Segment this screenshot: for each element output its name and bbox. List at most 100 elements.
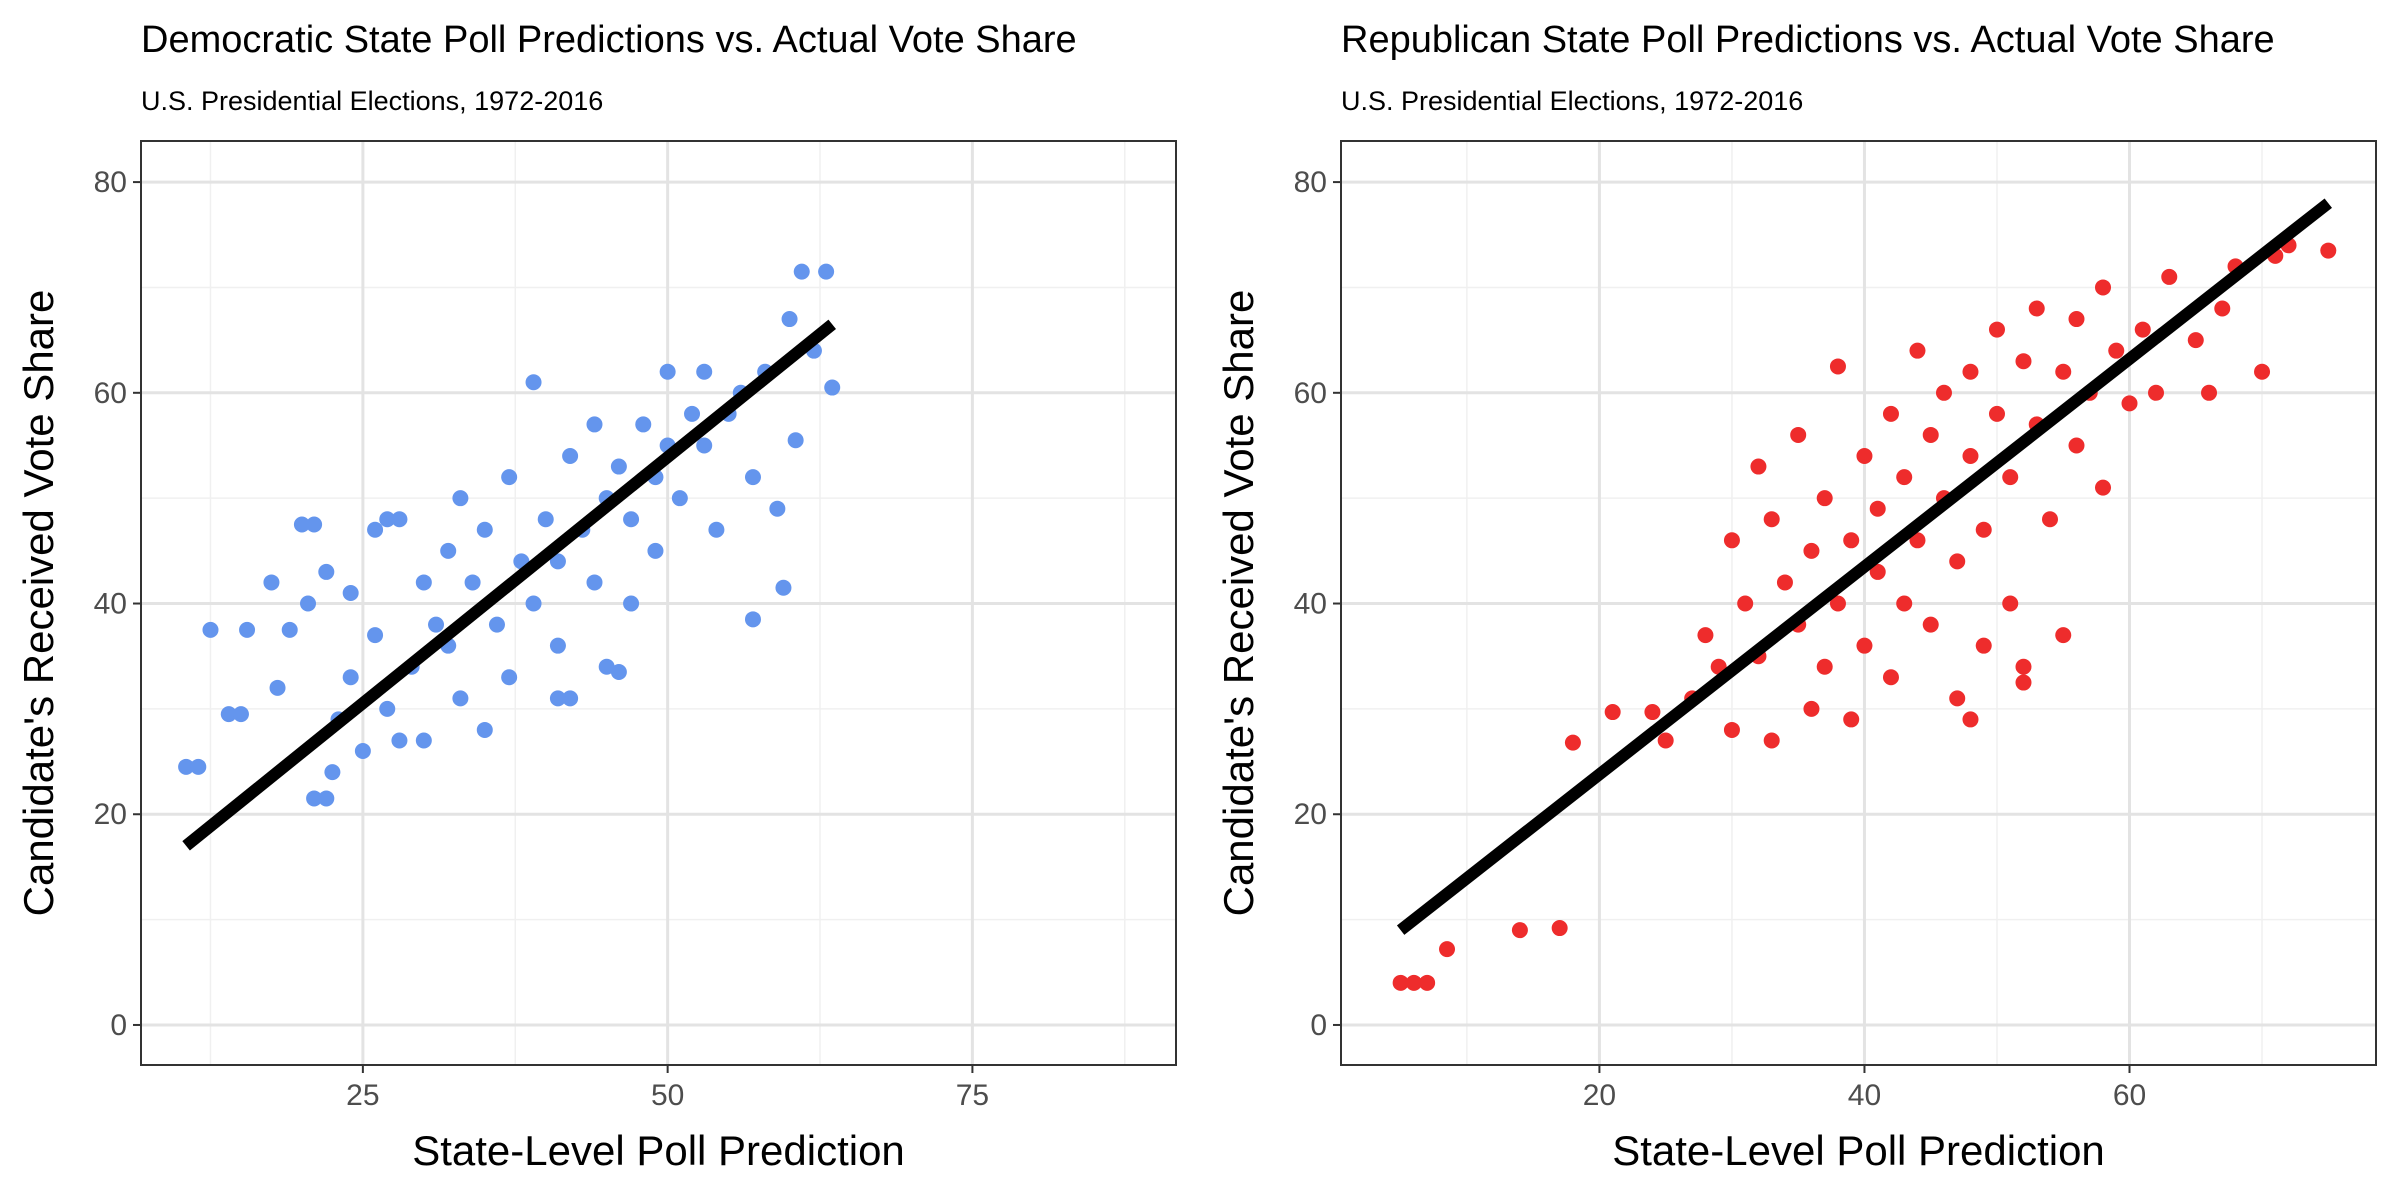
scatter-point [1644, 704, 1661, 721]
scatter-point [2148, 384, 2165, 401]
y-axis-title: Candidate's Received Vote Share [15, 290, 62, 917]
scatter-point [1763, 511, 1780, 528]
scatter-point [744, 469, 761, 486]
scatter-point [1949, 553, 1966, 570]
scatter-point [1697, 627, 1714, 644]
scatter-point [635, 416, 652, 433]
scatter-point [1922, 616, 1939, 633]
scatter-point [306, 790, 323, 807]
scatter-point [452, 490, 469, 507]
scatter-point [1439, 941, 1456, 958]
scatter-point [391, 732, 408, 749]
scatter-point [2320, 242, 2337, 259]
scatter-point [488, 616, 505, 633]
scatter-point [775, 579, 792, 596]
scatter-point [1843, 532, 1860, 549]
scatter-point [1511, 922, 1528, 939]
scatter-point [549, 637, 566, 654]
scatter-point [1419, 974, 1436, 991]
scatter-point [379, 700, 396, 717]
y-tick-label: 20 [1294, 798, 1327, 831]
scatter-point [1856, 448, 1873, 465]
scatter-point [1604, 704, 1621, 721]
scatter-point [769, 500, 786, 517]
scatter-point [391, 511, 408, 528]
fit-line [182, 319, 836, 851]
scatter-point [818, 263, 835, 280]
scatter-point [1405, 974, 1422, 991]
scatter-point [1564, 734, 1581, 751]
scatter-point [525, 595, 542, 612]
scatter-point [2015, 353, 2032, 370]
scatter-point [324, 764, 341, 781]
scatter-point [586, 574, 603, 591]
scatter-point [1392, 974, 1409, 991]
x-tick-label: 50 [651, 1079, 684, 1112]
scatter-point [501, 469, 518, 486]
scatter-point [1750, 458, 1767, 475]
scatter-point [1962, 711, 1979, 728]
scatter-point [2002, 469, 2019, 486]
scatter-point [659, 363, 676, 380]
x-tick-label: 40 [1848, 1079, 1881, 1112]
scatter-point [647, 542, 664, 559]
scatter-point [2015, 658, 2032, 675]
chart-subtitle: U.S. Presidential Elections, 1972-2016 [1341, 86, 1803, 116]
scatter-point [1737, 595, 1754, 612]
y-tick-label: 40 [1294, 588, 1327, 621]
scatter-point [1803, 542, 1820, 559]
scatter-point [1962, 363, 1979, 380]
y-tick-label: 0 [1310, 1009, 1327, 1042]
chart-subtitle: U.S. Presidential Elections, 1972-2016 [141, 86, 603, 116]
scatter-point [623, 595, 640, 612]
scatter-point [781, 311, 798, 328]
scatter-point [2254, 363, 2271, 380]
scatter-point [415, 732, 432, 749]
scatter-point [1829, 595, 1846, 612]
scatter-point [1869, 500, 1886, 517]
scatter-point [367, 521, 384, 538]
scatter-point [318, 790, 335, 807]
scatter-point [452, 690, 469, 707]
scatter-point [202, 621, 219, 638]
scatter-point [440, 542, 457, 559]
scatter-point [1922, 426, 1939, 443]
fit-line [1396, 198, 2332, 935]
scatter-point [1988, 405, 2005, 422]
chart-title: Democratic State Poll Predictions vs. Ac… [141, 19, 1077, 61]
y-tick-label: 0 [110, 1009, 127, 1042]
scatter-point [1975, 521, 1992, 538]
scatter-point [1856, 637, 1873, 654]
scatter-point [1869, 563, 1886, 580]
y-tick-label: 20 [94, 798, 127, 831]
scatter-point [318, 563, 335, 580]
x-tick-label: 60 [2113, 1079, 2146, 1112]
scatter-point [476, 521, 493, 538]
scatter-point [744, 611, 761, 628]
scatter-point [281, 621, 298, 638]
scatter-point [793, 263, 810, 280]
scatter-point [1723, 721, 1740, 738]
scatter-point [239, 621, 256, 638]
scatter-point [2068, 437, 2085, 454]
scatter-point [476, 721, 493, 738]
scatter-point [2134, 321, 2151, 338]
scatter-point [1988, 321, 2005, 338]
scatter-point [178, 758, 195, 775]
scatter-point [342, 669, 359, 686]
scatter-point [1816, 658, 1833, 675]
scatter-point [2055, 627, 2072, 644]
scatter-point [1962, 448, 1979, 465]
scatter-point [220, 706, 237, 723]
y-tick-label: 60 [94, 377, 127, 410]
scatter-point [1949, 690, 1966, 707]
scatter-point [1882, 669, 1899, 686]
scatter-point [1843, 711, 1860, 728]
x-tick-label: 25 [346, 1079, 379, 1112]
scatter-point [1829, 358, 1846, 375]
scatter-point [586, 416, 603, 433]
scatter-point [549, 553, 566, 570]
scatter-point [1909, 532, 1926, 549]
scatter-point [2041, 511, 2058, 528]
scatter-point [696, 363, 713, 380]
